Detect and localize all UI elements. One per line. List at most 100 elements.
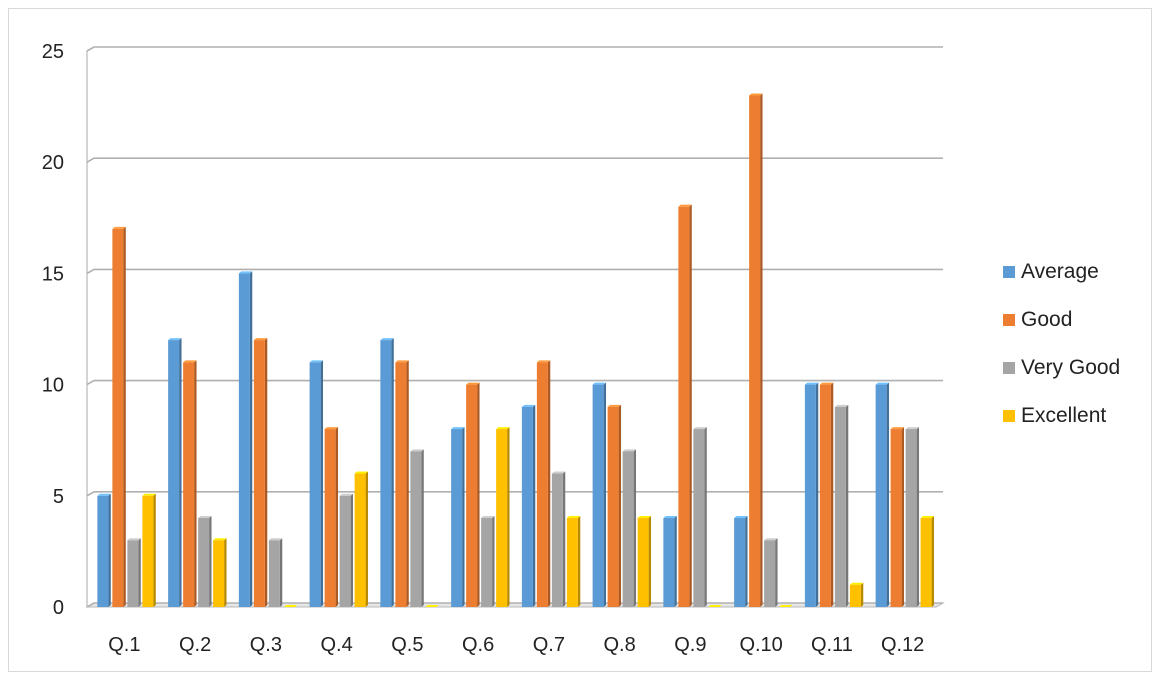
bar-front [168, 340, 180, 607]
bar-top [779, 605, 793, 607]
bar-average-q11 [804, 382, 819, 607]
bar-front [268, 540, 280, 607]
bar-front [142, 495, 154, 607]
bar-top [395, 360, 409, 363]
bar-side [633, 449, 637, 607]
bar-top [213, 538, 227, 541]
bar-average-q7 [521, 404, 536, 607]
bar-side [224, 538, 227, 607]
bar-top [890, 427, 905, 430]
bar-average-q12 [875, 382, 890, 607]
y-tick-label: 15 [42, 263, 64, 285]
bar-top [268, 538, 283, 541]
bar-excellent-q8 [637, 516, 652, 607]
bar-side [901, 427, 905, 607]
bar-top [198, 516, 212, 519]
bar-top [466, 382, 480, 385]
bar-front [834, 406, 846, 607]
bar-side [704, 427, 707, 607]
bar-excellent-q9 [708, 605, 722, 607]
bar-front [481, 518, 493, 607]
x-tick-label: Q.9 [674, 634, 706, 656]
bar-side [421, 449, 424, 607]
bar-side [674, 516, 677, 607]
bar-front [905, 429, 917, 607]
bar-side [477, 382, 480, 607]
bar-excellent-q3 [283, 605, 298, 607]
bar-top [905, 427, 920, 430]
bar-good-q11 [819, 382, 834, 607]
bar-top [637, 516, 652, 519]
bar-good-q6 [466, 382, 480, 607]
bar-very-good-q2 [198, 516, 212, 607]
bar-good-q4 [324, 427, 339, 607]
bar-very-good-q4 [339, 493, 354, 607]
bar-excellent-q7 [566, 516, 581, 607]
x-tick-label: Q.3 [250, 634, 282, 656]
bar-front [663, 518, 675, 607]
bar-excellent-q12 [920, 516, 935, 607]
bar-top [678, 204, 692, 207]
bar-side [775, 538, 778, 607]
bar-side [577, 516, 581, 607]
bar-top [354, 471, 369, 474]
bar-side [562, 471, 566, 607]
axis-wall-edge [86, 46, 95, 607]
bar-top [566, 516, 581, 519]
bar-excellent-q11 [849, 582, 864, 607]
bar-front [451, 429, 463, 607]
bar-good-q2 [183, 360, 197, 607]
bar-side [249, 271, 253, 607]
gridline [86, 602, 943, 608]
bar-excellent-q10 [779, 605, 793, 607]
bar-side [194, 360, 197, 607]
x-tick-label: Q.2 [179, 634, 211, 656]
bar-average-q6 [451, 427, 465, 607]
bar-very-good-q8 [622, 449, 637, 607]
legend-swatch [1003, 314, 1015, 326]
bar-very-good-q1 [127, 538, 141, 607]
bar-top [127, 538, 141, 541]
bar-front [521, 406, 533, 607]
bar-good-q1 [112, 226, 126, 608]
bar-front [198, 518, 210, 607]
bar-side [760, 93, 763, 608]
bar-excellent-q2 [213, 538, 227, 607]
bar-excellent-q4 [354, 471, 369, 607]
bar-side [279, 538, 283, 607]
bar-top [622, 449, 637, 452]
bar-front [551, 473, 563, 607]
bar-front [637, 518, 649, 607]
bar-front [309, 362, 321, 607]
legend-swatch [1003, 362, 1015, 374]
legend-item-excellent: Excellent [1003, 404, 1106, 427]
bar-front [339, 495, 351, 607]
legend-swatch [1003, 410, 1015, 422]
bar-average-q3 [238, 271, 253, 607]
bar-front [764, 540, 776, 607]
bar-top [253, 338, 268, 341]
bar-side [123, 226, 126, 608]
gridline [86, 379, 943, 386]
bar-top [708, 605, 722, 607]
x-tick-label: Q.7 [533, 634, 565, 656]
bar-top [734, 516, 748, 519]
bar-front [238, 273, 250, 607]
bar-good-q10 [749, 93, 763, 608]
bar-side [264, 338, 268, 607]
bar-top [339, 493, 354, 496]
bar-front [607, 406, 619, 607]
bar-top [749, 93, 763, 96]
bar-top [380, 338, 394, 341]
bar-top [607, 404, 622, 407]
bar-top [551, 471, 566, 474]
bar-front [380, 340, 392, 607]
bar-side [547, 360, 551, 607]
bar-top [97, 493, 111, 496]
bar-side [845, 404, 849, 607]
bar-side [335, 427, 339, 607]
bar-side [886, 382, 890, 607]
gridline [86, 490, 943, 497]
bar-very-good-q3 [268, 538, 283, 607]
